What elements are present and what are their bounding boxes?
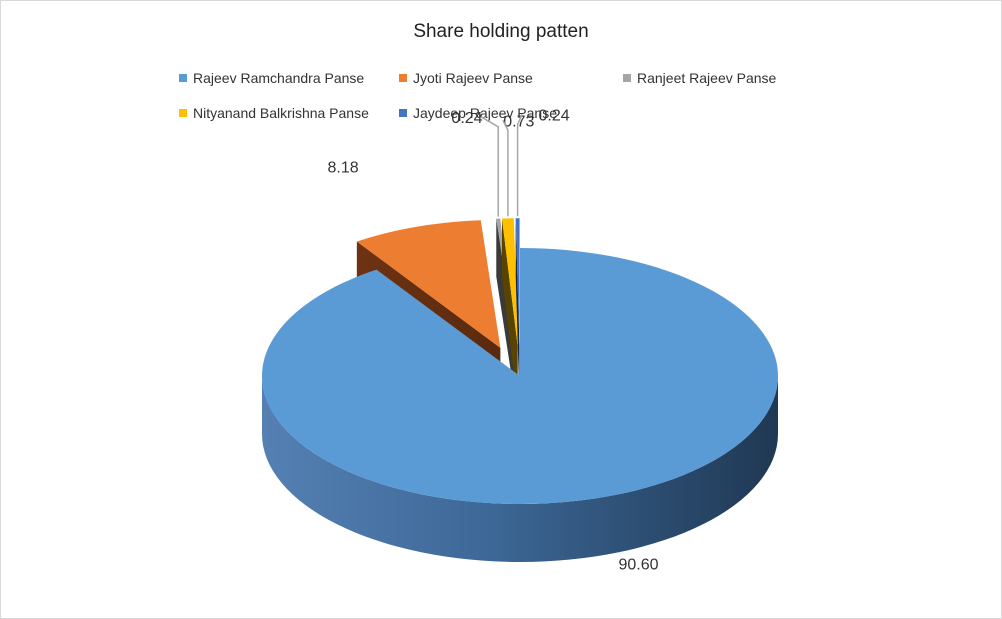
legend-label-ranjeet: Ranjeet Rajeev Panse: [637, 70, 777, 86]
legend-swatch-rajeev: [179, 74, 187, 82]
pie-slice-cut-jaydeep: [515, 218, 520, 405]
pie-slice-rajeev: [262, 248, 779, 562]
data-label-jaydeep: 0.24: [539, 107, 570, 124]
legend-item-nityanand: Nityanand Balkrishna Panse: [179, 105, 369, 121]
legend-label-rajeev: Rajeev Ramchandra Panse: [193, 70, 365, 86]
legend-item-rajeev: Rajeev Ramchandra Panse: [179, 70, 364, 86]
pie-slice-jaydeep: [515, 218, 520, 405]
data-label-rajeev: 90.60: [619, 557, 659, 574]
legend-swatch-jaydeep: [399, 109, 407, 117]
chart-title: Share holding patten: [413, 21, 589, 42]
leader-line-nityanand: [502, 119, 509, 217]
leader-line-jaydeep: [516, 114, 523, 217]
leader-line-ranjeet: [480, 116, 499, 217]
legend-item-ranjeet: Ranjeet Rajeev Panse: [623, 70, 776, 86]
legend-swatch-nityanand: [179, 109, 187, 117]
legend-label-nityanand: Nityanand Balkrishna Panse: [193, 105, 369, 121]
pie-slice-top-rajeev: [262, 248, 779, 505]
data-label-jyoti: 8.18: [328, 159, 359, 176]
pie-slice-cut-ranjeet: [496, 218, 516, 405]
pie-slice-nityanand: [502, 218, 518, 405]
legend-swatch-ranjeet: [623, 74, 631, 82]
legend-item-jyoti: Jyoti Rajeev Panse: [399, 70, 533, 86]
legend-label-jyoti: Jyoti Rajeev Panse: [413, 70, 533, 86]
pie-slice-side-rajeev: [262, 376, 778, 562]
data-label-ranjeet: 0.24: [451, 110, 482, 127]
legend-swatch-jyoti: [399, 74, 407, 82]
pie-slice-cut-nityanand: [502, 218, 518, 405]
pie-slice-top-jaydeep: [515, 218, 520, 347]
pie-slice-top-nityanand: [502, 218, 518, 347]
pie-slice-top-jyoti: [356, 220, 501, 348]
